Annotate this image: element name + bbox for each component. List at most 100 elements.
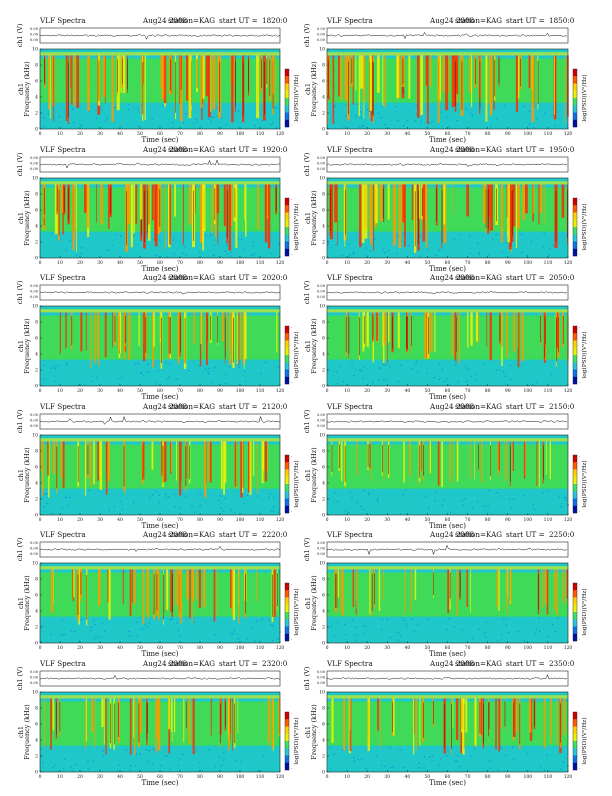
emission-streak: [268, 698, 270, 746]
emission-streak: [565, 569, 567, 605]
x-tick-label: 60: [445, 774, 451, 780]
spectrogram-speckle: [382, 249, 385, 251]
spectrogram-speckle: [495, 233, 498, 236]
emission-core: [44, 58, 45, 83]
emission-streak: [49, 55, 51, 119]
colorbar-tick-label: -: [579, 509, 581, 514]
spectrogram-speckle: [92, 760, 94, 763]
emission-core: [485, 189, 487, 229]
spectrogram-speckle: [509, 364, 512, 366]
spectrogram-speckle: [438, 378, 440, 381]
colorbar-segment: [285, 726, 289, 734]
emission-core: [189, 445, 190, 480]
y-tick-label: 10: [319, 47, 325, 53]
emission-core: [161, 318, 162, 363]
emission-streak: [430, 312, 433, 352]
spectrogram-top-band: [40, 309, 280, 313]
y-tick-label: 4: [322, 352, 325, 358]
colorbar-segment: [573, 484, 577, 492]
emission-streak: [387, 312, 388, 364]
waveform-trace: [326, 544, 568, 556]
colorbar-label: log(PSD)(V²/Hz): [581, 460, 588, 507]
emission-streak: [164, 441, 167, 482]
spectrogram-speckle: [42, 762, 44, 764]
spectrogram-speckle: [108, 249, 111, 251]
panel-station: station=KAG: [455, 145, 502, 154]
emission-streak: [170, 569, 172, 612]
emission-streak: [562, 569, 564, 603]
emission-streak: [183, 698, 185, 743]
emission-streak: [112, 312, 113, 348]
emission-streak: [210, 55, 212, 113]
waveform-trace: [39, 159, 281, 169]
spectrogram-speckle: [363, 633, 366, 635]
spectrogram-speckle: [139, 372, 142, 375]
spectrogram-speckle: [193, 511, 196, 513]
spectrogram-speckle: [147, 761, 150, 763]
emission-streak: [215, 184, 217, 237]
spectrogram-speckle: [193, 123, 195, 125]
spectrogram-speckle: [273, 497, 275, 499]
spectrogram-speckle: [225, 124, 227, 126]
emission-streak: [489, 312, 492, 361]
emission-core: [242, 62, 244, 116]
emission-streak: [243, 312, 245, 369]
spectrogram-speckle: [565, 499, 568, 501]
emission-core: [330, 189, 331, 231]
spectrogram-speckle: [225, 245, 227, 247]
x-tick-label: 80: [485, 645, 491, 651]
emission-streak: [60, 441, 63, 478]
emission-streak: [563, 698, 566, 735]
x-tick-label: 50: [137, 260, 143, 266]
spectrogram-speckle: [489, 767, 491, 769]
spectrogram-speckle: [169, 618, 172, 620]
emission-streak: [98, 569, 101, 606]
emission-core: [210, 315, 211, 340]
emission-streak: [52, 441, 55, 474]
spectrogram-speckle: [474, 379, 476, 381]
colorbar-tick-label: -: [291, 252, 293, 257]
emission-streak: [538, 441, 540, 488]
colorbar-segment: [285, 234, 289, 242]
spectrogram-speckle: [526, 254, 528, 256]
x-tick-label: 80: [197, 517, 203, 523]
spectrogram-speckle: [402, 124, 405, 127]
emission-streak: [237, 698, 239, 734]
emission-core: [234, 703, 235, 744]
x-tick-label: 80: [485, 517, 491, 523]
colorbar-segment: [285, 326, 289, 334]
x-tick-label: 60: [445, 645, 451, 651]
colorbar-tick-label: -: [579, 252, 581, 257]
colorbar-segment: [573, 98, 577, 106]
waveform-tick-label: 0.00: [317, 547, 326, 551]
colorbar-segment: [285, 626, 289, 634]
x-tick-label: 110: [544, 260, 553, 266]
spectrogram-speckle: [551, 624, 554, 626]
x-tick-label: 40: [117, 517, 123, 523]
emission-streak: [409, 441, 411, 477]
spectrogram-speckle: [520, 233, 523, 236]
x-tick-label: 120: [276, 774, 285, 780]
spectrogram-speckle: [207, 370, 209, 372]
emission-streak: [393, 184, 396, 246]
colorbar-tick-label: -: [291, 68, 293, 73]
spectrogram-top-band: [327, 566, 568, 570]
colorbar-segment: [573, 741, 577, 749]
colorbar: [572, 197, 578, 257]
spectrogram-speckle: [153, 238, 155, 240]
emission-streak: [475, 312, 478, 342]
x-tick-label: 90: [505, 131, 511, 137]
emission-core: [159, 189, 161, 227]
emission-streak: [525, 441, 527, 476]
y-tick-label: 6: [35, 593, 38, 599]
spectrogram-speckle: [558, 496, 560, 498]
spectrogram-speckle: [352, 252, 355, 254]
emission-streak: [545, 441, 547, 475]
emission-streak: [133, 569, 136, 605]
spectrogram-speckle: [171, 618, 173, 620]
panel-title: VLF Spectra: [39, 530, 86, 539]
spectrogram-speckle: [196, 120, 198, 123]
